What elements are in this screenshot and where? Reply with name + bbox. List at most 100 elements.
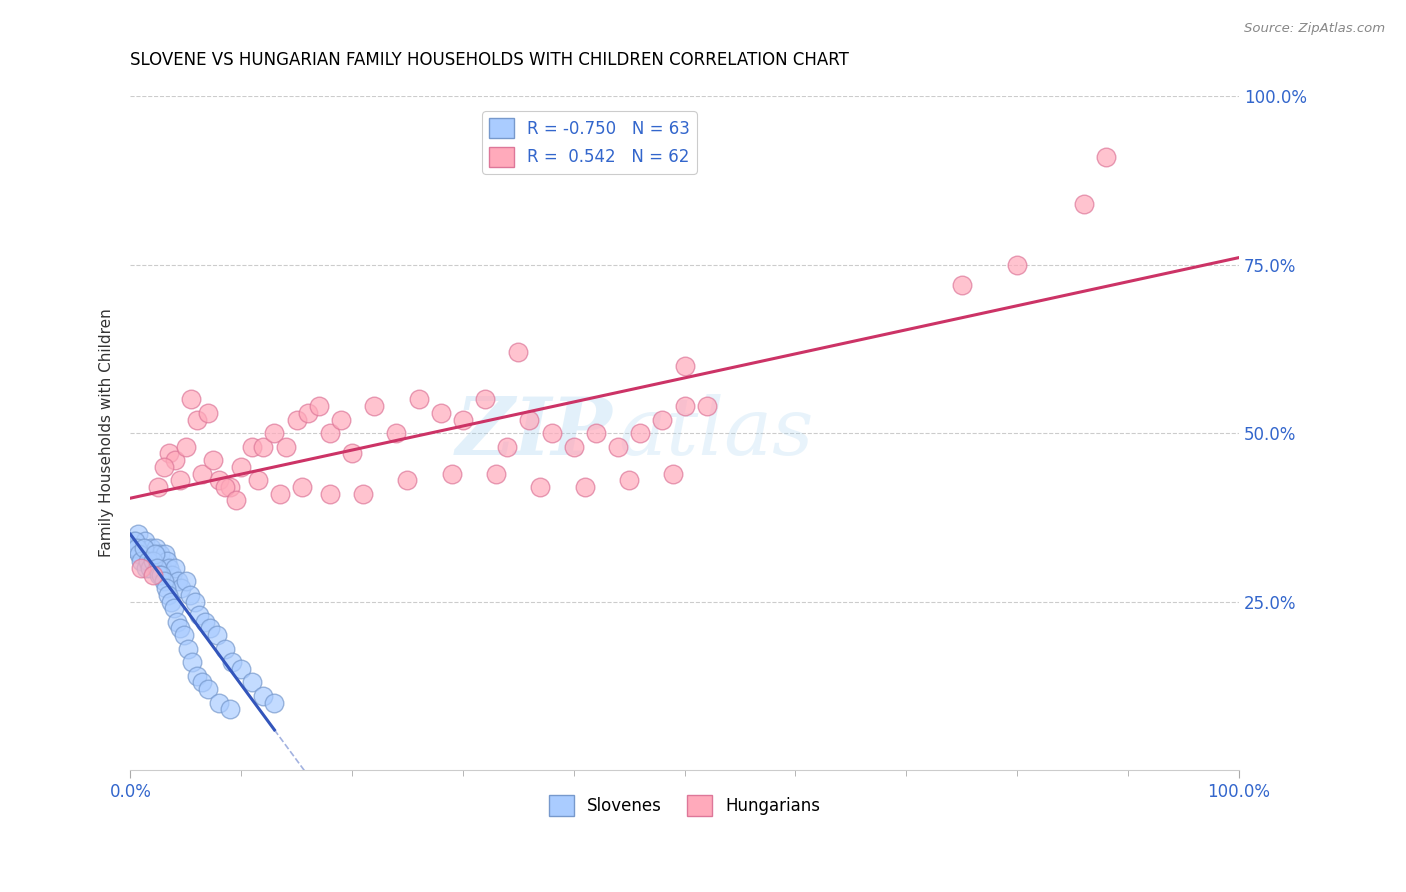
Point	[214, 641, 236, 656]
Point	[152, 459, 174, 474]
Point	[162, 567, 184, 582]
Point	[125, 541, 148, 555]
Point	[562, 440, 585, 454]
Point	[124, 533, 146, 548]
Point	[231, 459, 253, 474]
Point	[225, 493, 247, 508]
Point	[146, 480, 169, 494]
Point	[474, 392, 496, 407]
Point	[131, 554, 153, 568]
Point	[231, 662, 253, 676]
Text: Source: ZipAtlas.com: Source: ZipAtlas.com	[1244, 22, 1385, 36]
Point	[180, 392, 202, 407]
Point	[408, 392, 430, 407]
Point	[208, 473, 231, 487]
Point	[136, 554, 159, 568]
Point	[340, 446, 363, 460]
Point	[128, 547, 150, 561]
Text: ZIP: ZIP	[456, 394, 613, 472]
Point	[240, 440, 263, 454]
Point	[950, 277, 973, 292]
Point	[141, 554, 163, 568]
Point	[153, 547, 176, 561]
Point	[263, 426, 285, 441]
Point	[143, 547, 166, 561]
Point	[141, 541, 163, 555]
Point	[177, 641, 200, 656]
Point	[122, 533, 145, 548]
Point	[240, 675, 263, 690]
Point	[121, 541, 143, 555]
Point	[167, 574, 190, 589]
Point	[146, 554, 169, 568]
Point	[194, 615, 217, 629]
Point	[166, 615, 188, 629]
Point	[252, 440, 274, 454]
Point	[205, 628, 228, 642]
Point	[221, 655, 243, 669]
Point	[174, 440, 197, 454]
Point	[169, 473, 191, 487]
Point	[352, 486, 374, 500]
Point	[662, 467, 685, 481]
Point	[163, 561, 186, 575]
Point	[142, 547, 165, 561]
Point	[651, 412, 673, 426]
Point	[319, 426, 342, 441]
Point	[246, 473, 269, 487]
Legend: Slovenes, Hungarians: Slovenes, Hungarians	[543, 789, 827, 822]
Point	[152, 574, 174, 589]
Point	[191, 675, 214, 690]
Point	[263, 696, 285, 710]
Point	[173, 628, 195, 642]
Point	[673, 399, 696, 413]
Point	[139, 561, 162, 575]
Point	[157, 446, 180, 460]
Point	[150, 567, 173, 582]
Point	[1094, 150, 1116, 164]
Point	[125, 541, 148, 555]
Point	[157, 561, 180, 575]
Point	[138, 547, 160, 561]
Text: atlas: atlas	[619, 394, 814, 472]
Point	[155, 581, 177, 595]
Point	[252, 689, 274, 703]
Point	[1005, 258, 1028, 272]
Point	[208, 696, 231, 710]
Point	[429, 406, 451, 420]
Point	[129, 547, 152, 561]
Point	[132, 541, 155, 555]
Y-axis label: Family Households with Children: Family Households with Children	[100, 309, 114, 558]
Point	[131, 541, 153, 555]
Point	[136, 554, 159, 568]
Point	[160, 594, 183, 608]
Point	[329, 412, 352, 426]
Point	[174, 574, 197, 589]
Point	[188, 607, 211, 622]
Point	[202, 453, 225, 467]
Point	[148, 567, 170, 582]
Point	[127, 527, 149, 541]
Point	[179, 588, 201, 602]
Point	[146, 561, 169, 575]
Point	[540, 426, 562, 441]
Point	[529, 480, 551, 494]
Point	[186, 412, 208, 426]
Point	[451, 412, 474, 426]
Point	[134, 533, 156, 548]
Point	[169, 622, 191, 636]
Point	[363, 399, 385, 413]
Point	[141, 567, 163, 582]
Point	[163, 453, 186, 467]
Point	[197, 406, 219, 420]
Point	[156, 554, 179, 568]
Point	[219, 702, 242, 716]
Point	[297, 406, 319, 420]
Point	[673, 359, 696, 373]
Point	[183, 594, 205, 608]
Point	[145, 541, 167, 555]
Point	[162, 601, 184, 615]
Point	[385, 426, 408, 441]
Point	[319, 486, 342, 500]
Point	[152, 561, 174, 575]
